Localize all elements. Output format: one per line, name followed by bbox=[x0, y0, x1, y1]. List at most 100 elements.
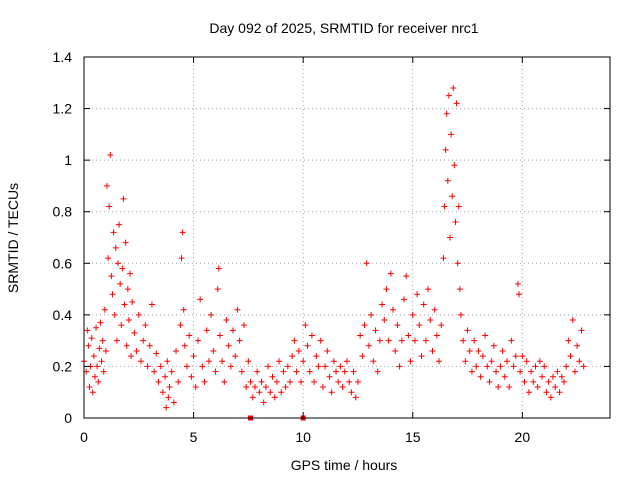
data-point bbox=[447, 234, 454, 241]
data-point bbox=[188, 373, 195, 380]
data-point bbox=[471, 337, 478, 344]
data-point bbox=[170, 399, 177, 406]
data-point bbox=[88, 335, 95, 342]
data-point bbox=[403, 273, 410, 280]
y-tick-label: 0 bbox=[64, 410, 72, 426]
data-point bbox=[199, 363, 206, 370]
data-point bbox=[273, 378, 280, 385]
data-point bbox=[214, 286, 221, 293]
data-point bbox=[243, 384, 250, 391]
data-point bbox=[411, 337, 418, 344]
data-point bbox=[89, 389, 96, 396]
data-point bbox=[116, 221, 123, 228]
data-point bbox=[271, 394, 278, 401]
data-point bbox=[291, 337, 298, 344]
data-point bbox=[451, 162, 458, 169]
y-tick-label: 0.6 bbox=[53, 255, 73, 271]
data-point bbox=[452, 219, 459, 226]
data-point bbox=[131, 329, 138, 336]
data-point bbox=[262, 384, 269, 391]
data-point bbox=[85, 342, 92, 349]
data-point bbox=[121, 301, 128, 308]
data-point bbox=[438, 322, 445, 329]
data-point bbox=[308, 332, 315, 339]
data-point bbox=[361, 322, 368, 329]
data-point bbox=[427, 317, 434, 324]
data-point bbox=[497, 363, 504, 370]
data-point bbox=[106, 203, 113, 210]
data-point bbox=[569, 317, 576, 324]
data-point bbox=[232, 353, 239, 360]
data-point bbox=[128, 353, 135, 360]
data-point bbox=[400, 296, 407, 303]
data-point bbox=[165, 394, 172, 401]
data-point bbox=[558, 373, 565, 380]
y-tick-label: 0.4 bbox=[53, 307, 73, 323]
x-axis-ticks: 0 5 10 15 20 bbox=[80, 57, 530, 445]
y-tick-label: 1 bbox=[64, 152, 72, 168]
data-point bbox=[97, 319, 104, 326]
data-point bbox=[443, 110, 450, 117]
data-point bbox=[322, 363, 329, 370]
data-point bbox=[84, 327, 91, 334]
data-point bbox=[448, 131, 455, 138]
data-point bbox=[146, 342, 153, 349]
data-point bbox=[519, 353, 526, 360]
data-point bbox=[179, 229, 186, 236]
data-point bbox=[125, 317, 132, 324]
data-point bbox=[151, 368, 158, 375]
data-point bbox=[212, 368, 219, 375]
data-point bbox=[210, 347, 217, 354]
data-point bbox=[374, 368, 381, 375]
data-point bbox=[545, 378, 552, 385]
y-tick-label: 0.8 bbox=[53, 204, 73, 220]
data-point bbox=[110, 229, 117, 236]
data-point bbox=[278, 389, 285, 396]
data-point bbox=[203, 327, 210, 334]
data-point bbox=[163, 404, 170, 411]
data-point bbox=[260, 399, 267, 406]
data-point bbox=[221, 378, 228, 385]
data-point bbox=[122, 239, 129, 246]
data-point bbox=[216, 332, 223, 339]
data-point bbox=[254, 368, 261, 375]
data-point bbox=[230, 327, 237, 334]
y-tick-label: 0.2 bbox=[53, 358, 73, 374]
data-point bbox=[164, 358, 171, 365]
data-point bbox=[455, 203, 462, 210]
data-point bbox=[560, 378, 567, 385]
data-point bbox=[539, 373, 546, 380]
data-point bbox=[442, 146, 449, 153]
data-point bbox=[576, 358, 583, 365]
data-point bbox=[90, 353, 97, 360]
data-point bbox=[251, 384, 258, 391]
data-point bbox=[166, 384, 173, 391]
data-point bbox=[398, 337, 405, 344]
x-axis-label: GPS time / hours bbox=[291, 457, 398, 473]
data-point bbox=[287, 378, 294, 385]
data-point bbox=[445, 92, 452, 99]
data-point bbox=[284, 363, 291, 370]
x-tick-label: 15 bbox=[405, 429, 421, 445]
data-point bbox=[111, 311, 118, 318]
data-point bbox=[339, 384, 346, 391]
y-axis-label: SRMTID / TECUs bbox=[5, 183, 21, 293]
data-point bbox=[514, 280, 521, 287]
data-point bbox=[93, 324, 100, 331]
data-point bbox=[175, 378, 182, 385]
data-point bbox=[282, 384, 289, 391]
data-point bbox=[532, 363, 539, 370]
data-point bbox=[300, 358, 307, 365]
data-point bbox=[168, 368, 175, 375]
data-point bbox=[372, 327, 379, 334]
data-point bbox=[265, 363, 272, 370]
x-tick-label: 5 bbox=[190, 429, 198, 445]
data-point bbox=[315, 363, 322, 370]
data-point bbox=[363, 260, 370, 267]
data-point bbox=[99, 337, 106, 344]
data-point bbox=[385, 337, 392, 344]
data-point bbox=[354, 378, 361, 385]
data-point bbox=[267, 389, 274, 396]
data-point bbox=[335, 378, 342, 385]
data-point bbox=[517, 368, 524, 375]
